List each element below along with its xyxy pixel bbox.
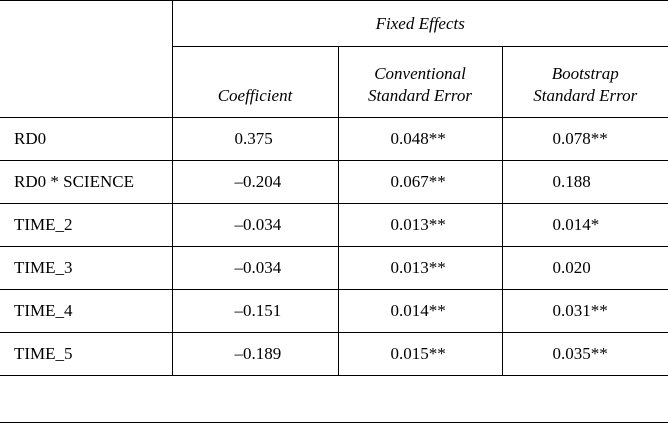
conventional-se-cell: 0.013** xyxy=(337,246,503,290)
header-group-row: Fixed Effects xyxy=(0,0,668,118)
bootstrap-se-cell: 0.031** xyxy=(501,289,668,333)
coefficient-cell: 0.375 xyxy=(171,117,339,161)
row-label: TIME_4 xyxy=(0,289,173,333)
column-header-coefficient: Coefficient xyxy=(172,46,339,118)
conventional-se-cell: 0.048** xyxy=(337,117,503,161)
column-header-conventional-se-line-2: Standard Error xyxy=(367,86,473,105)
fixed-effects-table: Fixed Effects Coefficient Conventional S… xyxy=(0,0,668,376)
conventional-se-cell: 0.067** xyxy=(337,160,503,204)
bootstrap-se-cell: 0.014* xyxy=(501,203,668,247)
row-label: TIME_2 xyxy=(0,203,173,247)
coefficient-cell: –0.034 xyxy=(171,203,339,247)
group-header-fixed-effects: Fixed Effects xyxy=(171,0,668,47)
column-header-bootstrap-se: Bootstrap Standard Error xyxy=(501,46,668,118)
bootstrap-se-cell: 0.188 xyxy=(501,160,668,204)
coefficient-cell: –0.204 xyxy=(171,160,339,204)
coefficient-cell: –0.189 xyxy=(171,332,339,376)
table-row: TIME_3 –0.034 0.013** 0.020 xyxy=(0,246,668,290)
table-row: RD0 * SCIENCE –0.204 0.067** 0.188 xyxy=(0,160,668,204)
table-bottom-rule xyxy=(0,422,668,423)
table-row: TIME_2 –0.034 0.013** 0.014* xyxy=(0,203,668,247)
column-header-bootstrap-se-line-1: Bootstrap xyxy=(551,64,619,83)
table-row: TIME_5 –0.189 0.015** 0.035** xyxy=(0,332,668,376)
column-header-conventional-se-line-1: Conventional xyxy=(374,64,466,83)
bootstrap-se-cell: 0.020 xyxy=(501,246,668,290)
conventional-se-cell: 0.014** xyxy=(337,289,503,333)
row-label: RD0 xyxy=(0,117,173,161)
coefficient-cell: –0.034 xyxy=(171,246,339,290)
row-label: RD0 * SCIENCE xyxy=(0,160,173,204)
table-row: RD0 0.375 0.048** 0.078** xyxy=(0,117,668,161)
table-row: TIME_4 –0.151 0.014** 0.031** xyxy=(0,289,668,333)
row-label: TIME_5 xyxy=(0,332,173,376)
conventional-se-cell: 0.015** xyxy=(337,332,503,376)
stub-header-cell xyxy=(0,0,173,118)
column-header-bootstrap-se-line-2: Standard Error xyxy=(533,86,638,105)
column-header-coefficient-line-1: Coefficient xyxy=(217,86,293,105)
coefficient-cell: –0.151 xyxy=(171,289,339,333)
bootstrap-se-cell: 0.035** xyxy=(501,332,668,376)
row-label: TIME_3 xyxy=(0,246,173,290)
bootstrap-se-cell: 0.078** xyxy=(501,117,668,161)
column-header-conventional-se: Conventional Standard Error xyxy=(337,46,503,118)
conventional-se-cell: 0.013** xyxy=(337,203,503,247)
